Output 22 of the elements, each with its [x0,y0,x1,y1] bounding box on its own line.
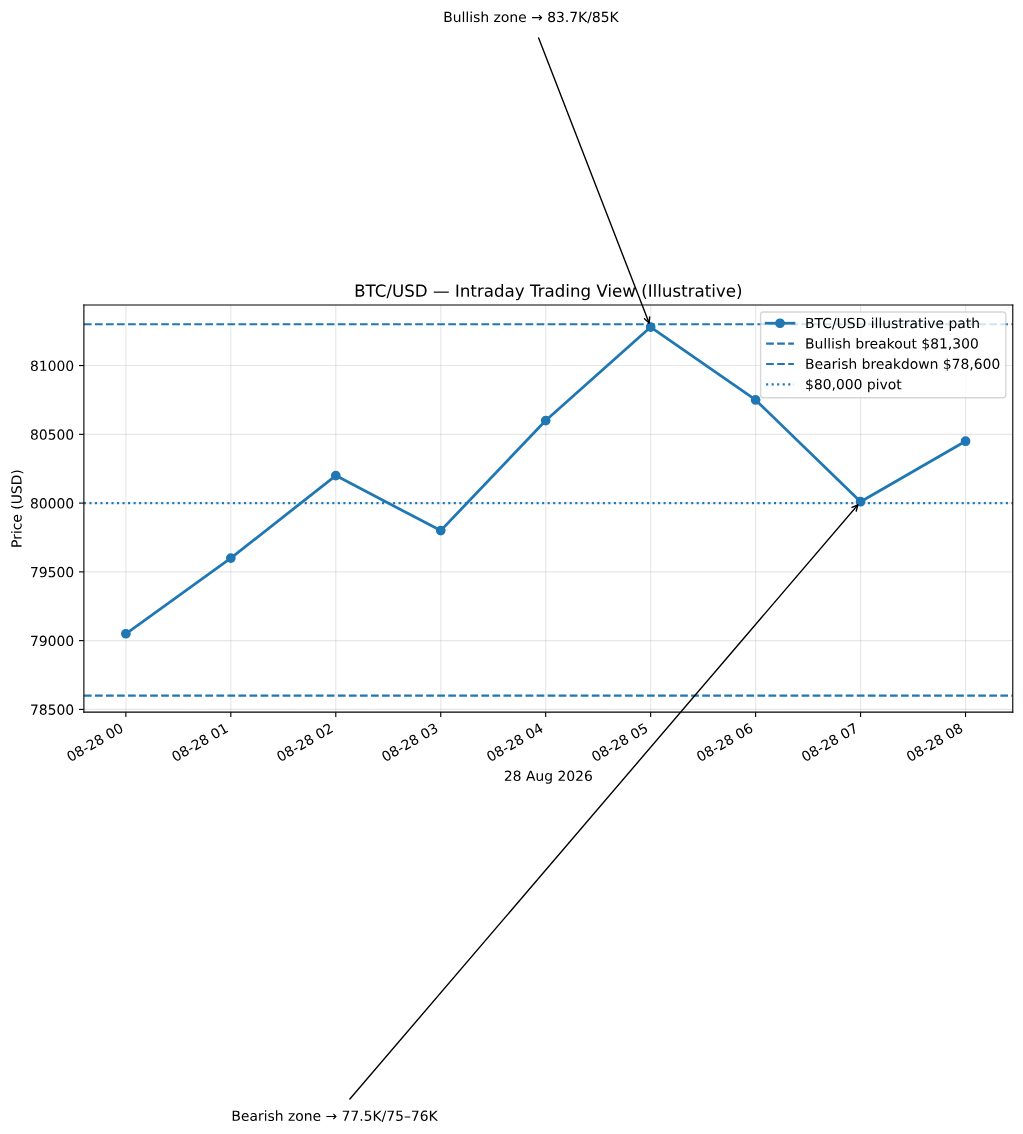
point [540,415,551,426]
y-tick-label: 81000 [30,360,74,372]
point [225,553,236,563]
point [960,436,971,447]
legend-label: BTC/USD illustrative path [806,317,979,331]
y-tick-label: 79500 [31,566,74,578]
legend-label: $80,000 pivot [806,378,902,393]
y-tick-label: 80000 [30,498,74,509]
annotation: Bullish zone → 83.7K/85K [444,11,619,24]
legend-label: Bullish breakout $81,300 [806,337,978,351]
y-tick-label: 78500 [31,704,74,715]
point [330,470,341,481]
point [750,395,761,405]
y-tick-label: 79000 [31,635,74,647]
chart-title: BTC/USD — Intraday Trading View (Illustrative) [355,284,742,301]
y-tick-label: 80500 [30,429,74,440]
x-axis-title: 28 Aug 2026 [504,770,592,784]
y-axis-title: Price (USD) [10,470,24,547]
point [121,628,131,639]
annotation: Bearish zone → 77.5K/75–76K [232,1110,438,1123]
point [435,525,446,536]
legend-label: Bearish breakdown $78,600 [806,358,1000,371]
